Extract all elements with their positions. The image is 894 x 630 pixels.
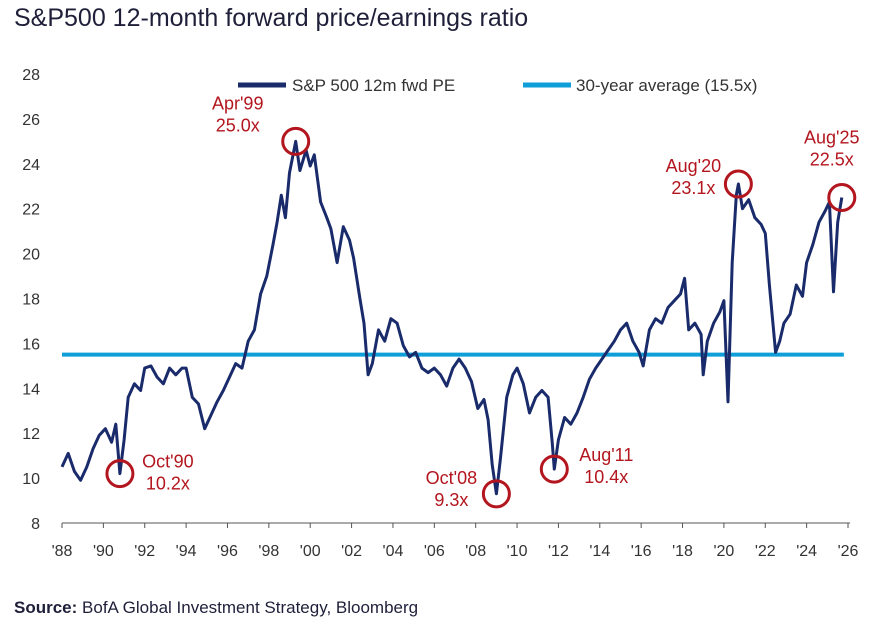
x-tick-label: '94 [176,543,197,560]
annotation-circle [827,182,857,212]
y-tick-label: 28 [22,67,40,84]
legend-average-label: 30-year average (15.5x) [576,76,757,95]
x-tick-label: '04 [383,543,404,560]
x-tick-label: '12 [548,543,569,560]
y-tick-label: 24 [22,157,40,174]
x-tick-label: '88 [52,543,73,560]
pe-series-line [60,139,844,496]
annotation-circle [105,459,135,489]
source-note: Source: BofA Global Investment Strategy,… [14,598,418,618]
legend-pe-label: S&P 500 12m fwd PE [292,76,455,95]
y-tick-label: 20 [22,247,40,264]
y-tick-label: 14 [22,381,40,398]
x-tick-label: '90 [93,543,114,560]
annotation-value: 22.5x [810,149,854,169]
y-tick-label: 10 [22,471,40,488]
x-tick-label: '20 [713,543,734,560]
annotation-date: Aug'11 [579,445,633,465]
annotation-date: Aug'25 [804,127,860,147]
annotation-circle [281,126,311,156]
annotation-value: 10.2x [146,474,190,494]
x-tick-label: '10 [507,543,528,560]
source-text: BofA Global Investment Strategy, Bloombe… [77,598,419,617]
y-tick-label: 16 [22,336,40,353]
annotation-date: Apr'99 [212,93,263,113]
y-tick-label: 8 [31,516,40,533]
annotation-circle [481,479,511,509]
annotation-date: Oct'90 [142,452,193,472]
x-tick-label: '92 [134,543,155,560]
x-tick-label: '00 [300,543,321,560]
chart-title: S&P500 12-month forward price/earnings r… [14,4,529,32]
x-tick-label: '06 [424,543,445,560]
annotation-value: 9.3x [434,490,468,510]
x-tick-label: '16 [631,543,652,560]
x-tick-label: '98 [258,543,279,560]
x-tick-label: '96 [217,543,238,560]
x-tick-label: '08 [465,543,486,560]
y-tick-label: 22 [22,202,40,219]
annotation-date: Aug'20 [666,156,722,176]
y-axis-ticks: 8 10 12 14 16 18 20 22 24 26 28 [22,67,40,533]
annotation-circle [539,454,569,484]
annotation-value: 10.4x [584,467,628,487]
x-tick-label: '18 [672,543,693,560]
y-tick-label: 12 [22,426,40,443]
annotation-date: Oct'08 [426,468,477,488]
x-tick-label: '22 [755,543,776,560]
annotation-value: 25.0x [216,115,260,135]
x-tick-label: '24 [796,543,817,560]
x-tick-label: '02 [341,543,362,560]
source-label: Source: [14,598,78,617]
legend: S&P 500 12m fwd PE 30-year average (15.5… [238,76,757,95]
y-tick-label: 26 [22,112,40,129]
annotation-value: 23.1x [671,178,715,198]
x-tick-label: '14 [589,543,610,560]
x-tick-label: '26 [838,543,859,560]
y-tick-label: 18 [22,292,40,309]
annotation: Oct'089.3x [426,468,511,510]
x-axis-ticks: '88 '90 '92 '94 '96 '98 '00 '02 '04 '06 '08 '10 '12 '… [52,523,859,560]
annotation-circle [723,169,753,199]
